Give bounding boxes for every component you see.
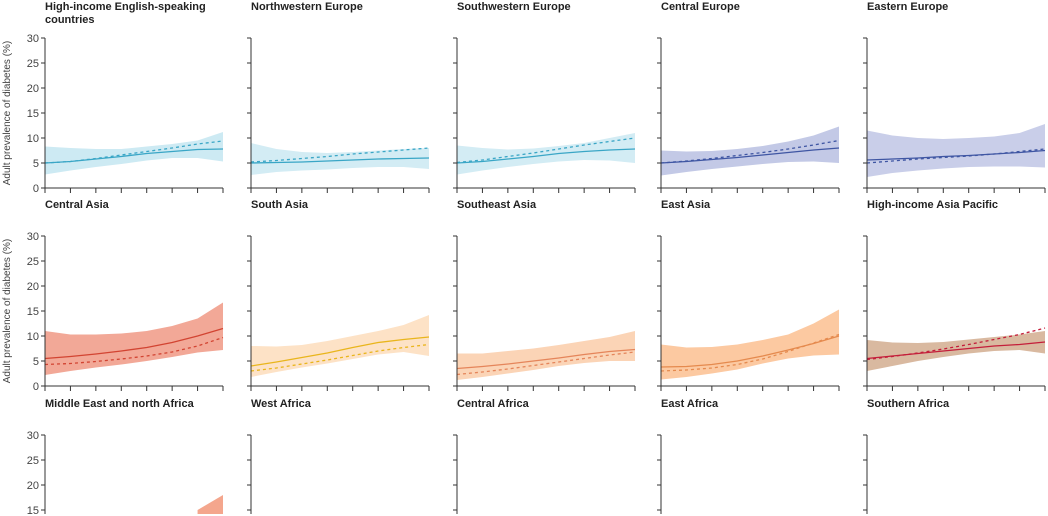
uncertainty-band (867, 124, 1045, 177)
solid-series-line (456, 348, 636, 370)
y-tick-label: 30 (27, 430, 39, 442)
uncertainty-band (45, 132, 223, 175)
solid-series-line (660, 335, 840, 368)
uncertainty-band (661, 309, 839, 380)
panel-title: East Asia (661, 199, 711, 211)
panel-title: Middle East and north Africa (45, 398, 195, 410)
solid-series-line (250, 157, 430, 164)
panel-title: Southern Africa (867, 398, 950, 410)
solid-series-line (866, 149, 1046, 161)
panel-title: High-income Asia Pacific (867, 199, 998, 211)
dashed-series-line (250, 343, 430, 372)
uncertainty-band (661, 126, 839, 176)
solid-series-line (456, 148, 636, 164)
y-tick-label: 5 (33, 356, 39, 368)
panel-title: West Africa (251, 398, 312, 410)
panel-title: East Africa (661, 398, 719, 410)
y-tick-label: 30 (27, 231, 39, 243)
uncertainty-band (251, 315, 429, 377)
panel-title: Southwestern Europe (457, 1, 571, 13)
y-tick-label: 20 (27, 480, 39, 492)
panel-title: Eastern Europe (867, 1, 948, 13)
uncertainty-band (457, 331, 635, 380)
panel-title: South Asia (251, 199, 309, 211)
solid-series-line (250, 336, 430, 367)
y-axis-label: Adult prevalence of diabetes (%) (2, 41, 13, 186)
uncertainty-band (45, 302, 223, 375)
y-tick-label: 20 (27, 281, 39, 293)
dashed-series-line (866, 327, 1046, 361)
uncertainty-band (457, 133, 635, 175)
y-axis-label: Adult prevalence of diabetes (%) (2, 239, 13, 384)
y-tick-label: 10 (27, 133, 39, 145)
y-tick-label: 25 (27, 455, 39, 467)
panel-title: Central Europe (661, 1, 740, 13)
panel-title: Central Asia (45, 199, 110, 211)
y-tick-label: 15 (27, 505, 39, 516)
y-tick-label: 20 (27, 83, 39, 95)
panel-title: Central Africa (457, 398, 530, 410)
y-tick-label: 25 (27, 58, 39, 70)
y-tick-label: 15 (27, 306, 39, 318)
y-tick-label: 0 (33, 381, 39, 393)
uncertainty-band (197, 495, 223, 514)
y-tick-label: 25 (27, 256, 39, 268)
panel-title: Northwestern Europe (251, 1, 363, 13)
panel-title: countries (45, 14, 95, 26)
solid-series-line (866, 341, 1046, 360)
y-tick-label: 15 (27, 108, 39, 120)
y-tick-label: 0 (33, 183, 39, 195)
y-tick-label: 5 (33, 158, 39, 170)
y-tick-label: 10 (27, 331, 39, 343)
solid-series-line (44, 148, 224, 164)
solid-series-line (44, 327, 224, 360)
panel-title: High-income English-speaking (45, 1, 206, 13)
solid-series-line (660, 147, 840, 164)
uncertainty-band (867, 331, 1045, 371)
panel-title: Southeast Asia (457, 199, 537, 211)
y-tick-label: 30 (27, 33, 39, 45)
